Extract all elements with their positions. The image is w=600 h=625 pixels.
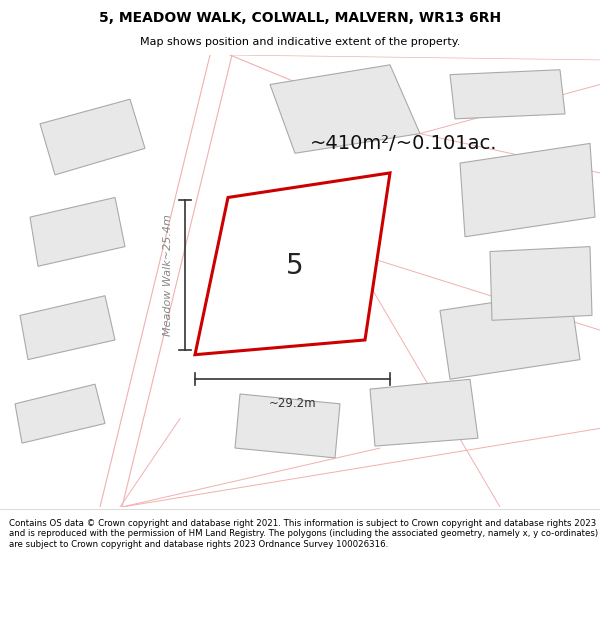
Polygon shape [490,247,592,320]
Text: 5: 5 [286,253,304,280]
Polygon shape [370,379,478,446]
Text: ~410m²/~0.101ac.: ~410m²/~0.101ac. [310,134,497,153]
Polygon shape [450,70,565,119]
Polygon shape [195,173,390,355]
Text: Contains OS data © Crown copyright and database right 2021. This information is : Contains OS data © Crown copyright and d… [9,519,598,549]
Text: 5, MEADOW WALK, COLWALL, MALVERN, WR13 6RH: 5, MEADOW WALK, COLWALL, MALVERN, WR13 6… [99,11,501,25]
Polygon shape [270,65,420,153]
Polygon shape [235,394,340,458]
Text: Meadow Walk~25.4m: Meadow Walk~25.4m [163,214,173,336]
Polygon shape [15,384,105,443]
Polygon shape [440,291,580,379]
Polygon shape [40,99,145,175]
Text: ~29.2m: ~29.2m [269,397,316,410]
Polygon shape [460,143,595,237]
Polygon shape [30,198,125,266]
Polygon shape [20,296,115,359]
Text: Map shows position and indicative extent of the property.: Map shows position and indicative extent… [140,38,460,48]
